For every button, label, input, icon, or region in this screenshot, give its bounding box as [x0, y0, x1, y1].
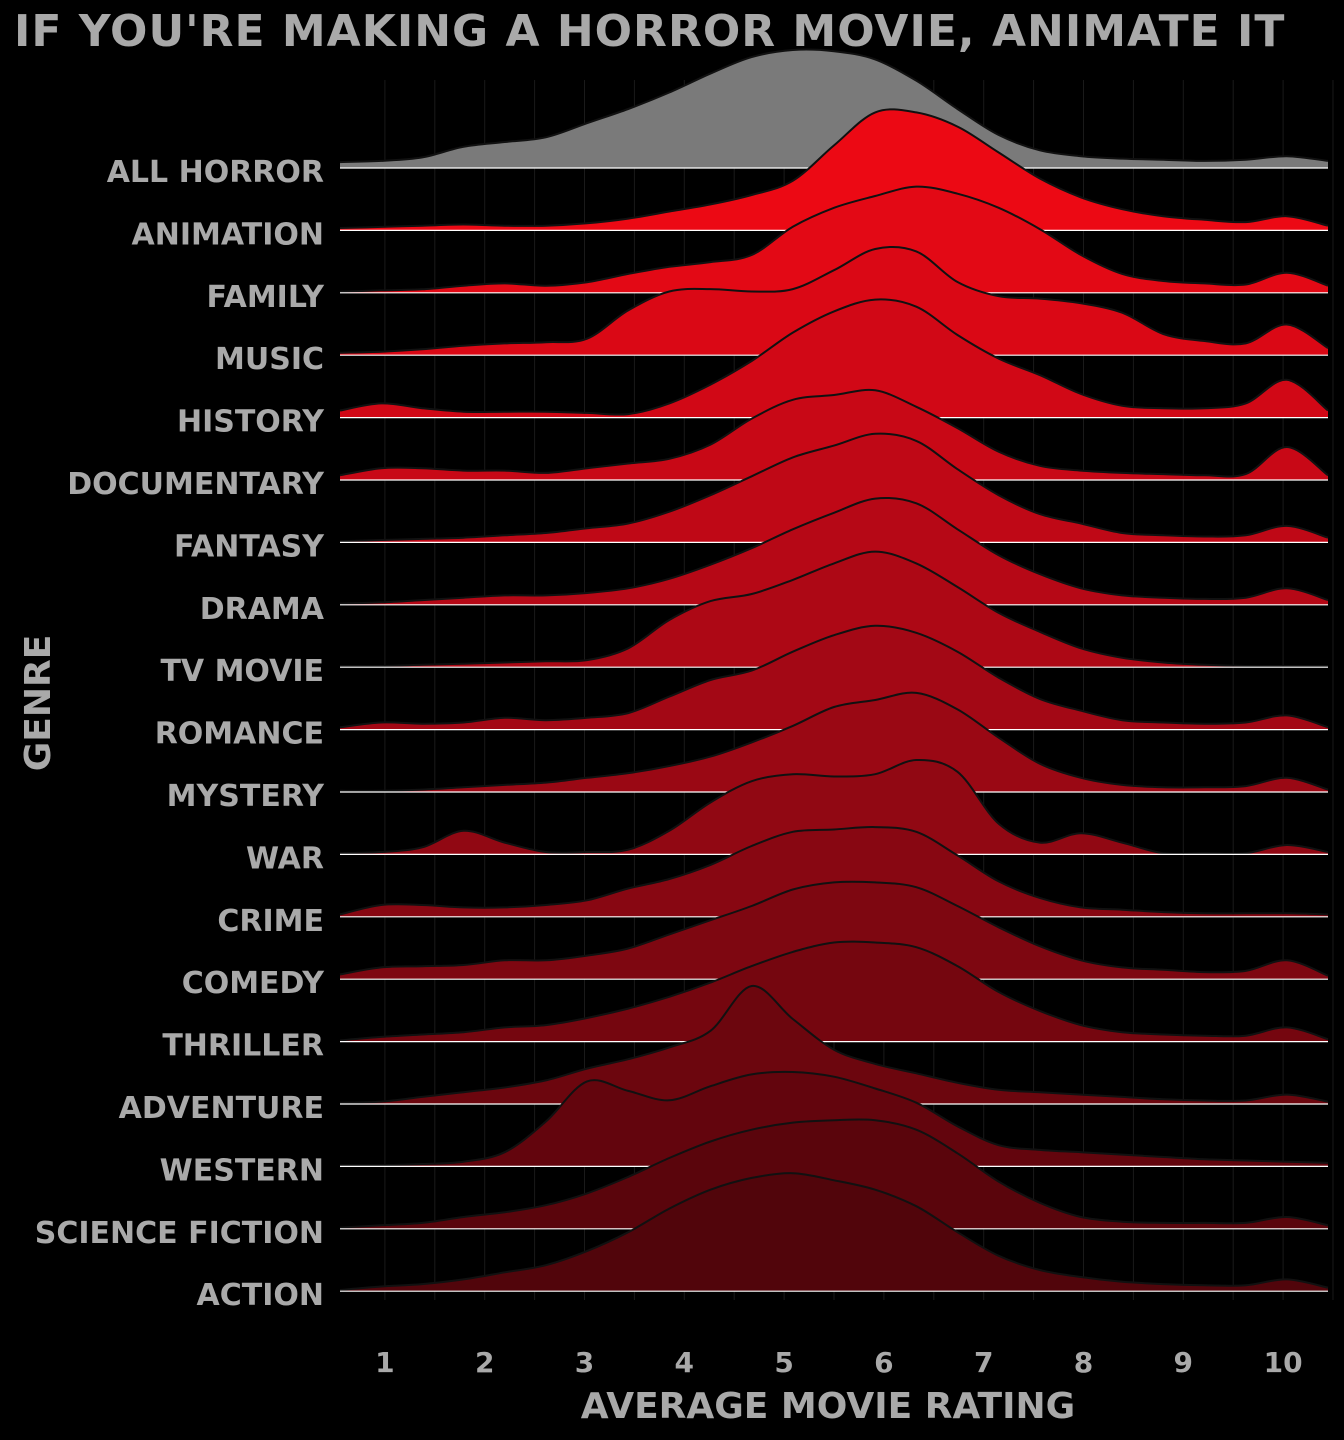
density-ridges [339, 48, 1329, 1292]
genre-label-4: HISTORY [177, 405, 325, 440]
ridge-fill-12 [340, 827, 1328, 917]
ridge-fill-11 [340, 759, 1328, 855]
ridge-outline-13 [339, 880, 1329, 977]
genre-label-15: ADVENTURE [119, 1091, 324, 1126]
ridge-outline-7 [339, 496, 1329, 605]
x-tick-label-3: 4 [675, 1346, 694, 1379]
genre-label-17: SCIENCE FICTION [35, 1216, 324, 1251]
x-axis-title: AVERAGE MOVIE RATING [581, 1386, 1075, 1427]
genre-label-12: CRIME [217, 904, 324, 939]
x-tick-label-1: 2 [475, 1346, 494, 1379]
ridge-fill-14 [340, 941, 1328, 1042]
genre-label-18: ACTION [197, 1278, 324, 1313]
x-tick-label-8: 9 [1174, 1346, 1193, 1379]
ridge-outline-11 [339, 758, 1329, 855]
ridge-outline-9 [339, 624, 1329, 729]
ridge-outline-1 [339, 108, 1329, 229]
genre-label-10: MYSTERY [167, 779, 326, 814]
ridge-fill-15 [340, 985, 1328, 1104]
ridge-fill-0 [340, 49, 1328, 169]
ridge-fill-7 [340, 497, 1328, 605]
ridge-outline-0 [339, 48, 1329, 164]
genre-label-8: TV MOVIE [160, 654, 324, 689]
ridge-fill-3 [340, 246, 1328, 356]
x-tick-label-4: 5 [774, 1346, 793, 1379]
ridge-outline-14 [339, 940, 1329, 1042]
genre-labels: ALL HORROR ANIMATION FAMILY MUSIC HISTORY DOC… [35, 155, 326, 1313]
ridge-outline-3 [339, 245, 1329, 354]
ridge-fill-9 [340, 625, 1328, 730]
ridge-fill-1 [340, 109, 1328, 231]
genre-label-11: WAR [246, 841, 324, 876]
x-tick-label-9: 10 [1264, 1346, 1303, 1379]
ridge-fill-8 [340, 551, 1328, 668]
ridge-outline-2 [339, 185, 1329, 293]
ridge-outline-15 [339, 984, 1329, 1104]
genre-label-3: MUSIC [215, 342, 324, 377]
ridge-fill-18 [340, 1173, 1328, 1292]
genre-label-6: FANTASY [174, 529, 325, 564]
genre-label-7: DRAMA [200, 592, 325, 627]
x-tick-label-2: 3 [575, 1346, 594, 1379]
ridge-fill-13 [340, 881, 1328, 980]
ridge-outline-4 [339, 298, 1329, 416]
x-tick-label-6: 7 [974, 1346, 993, 1379]
ridge-fill-4 [340, 299, 1328, 418]
x-tick-label-0: 1 [375, 1346, 394, 1379]
ridge-outline-8 [339, 550, 1328, 668]
genre-label-1: ANIMATION [132, 217, 324, 252]
ridge-outline-5 [339, 388, 1329, 478]
chart-title: IF YOU'RE MAKING A HORROR MOVIE, ANIMATE… [14, 6, 1286, 57]
ridge-action [339, 1172, 1329, 1292]
genre-label-13: COMEDY [182, 966, 326, 1001]
genre-label-9: ROMANCE [155, 717, 324, 752]
x-tick-label-5: 6 [874, 1346, 893, 1379]
ridge-outline-12 [339, 826, 1329, 916]
x-axis-ticks: 1 2 3 4 5 6 7 8 9 10 [375, 1346, 1302, 1379]
ridge-fill-2 [340, 186, 1328, 293]
ridge-outline-6 [339, 432, 1329, 543]
genre-label-16: WESTERN [160, 1153, 324, 1188]
x-tick-label-7: 8 [1074, 1346, 1093, 1379]
genre-label-2: FAMILY [207, 280, 326, 315]
ridge-thriller [339, 940, 1329, 1043]
ridge-fill-10 [340, 692, 1328, 792]
genre-label-5: DOCUMENTARY [67, 467, 325, 502]
ridge-outline-18 [339, 1172, 1329, 1291]
ridge-fill-5 [340, 389, 1328, 480]
y-axis-title: GENRE [18, 635, 59, 772]
genre-label-0: ALL HORROR [107, 155, 324, 190]
ridge-outline-10 [339, 691, 1329, 792]
ridge-fill-6 [340, 433, 1328, 543]
ridge-fill-17 [340, 1119, 1328, 1229]
ridge-outline-17 [339, 1118, 1329, 1229]
ridge-outline-16 [339, 1070, 1329, 1167]
genre-label-14: THRILLER [162, 1029, 324, 1064]
ridge-fill-16 [340, 1071, 1328, 1167]
